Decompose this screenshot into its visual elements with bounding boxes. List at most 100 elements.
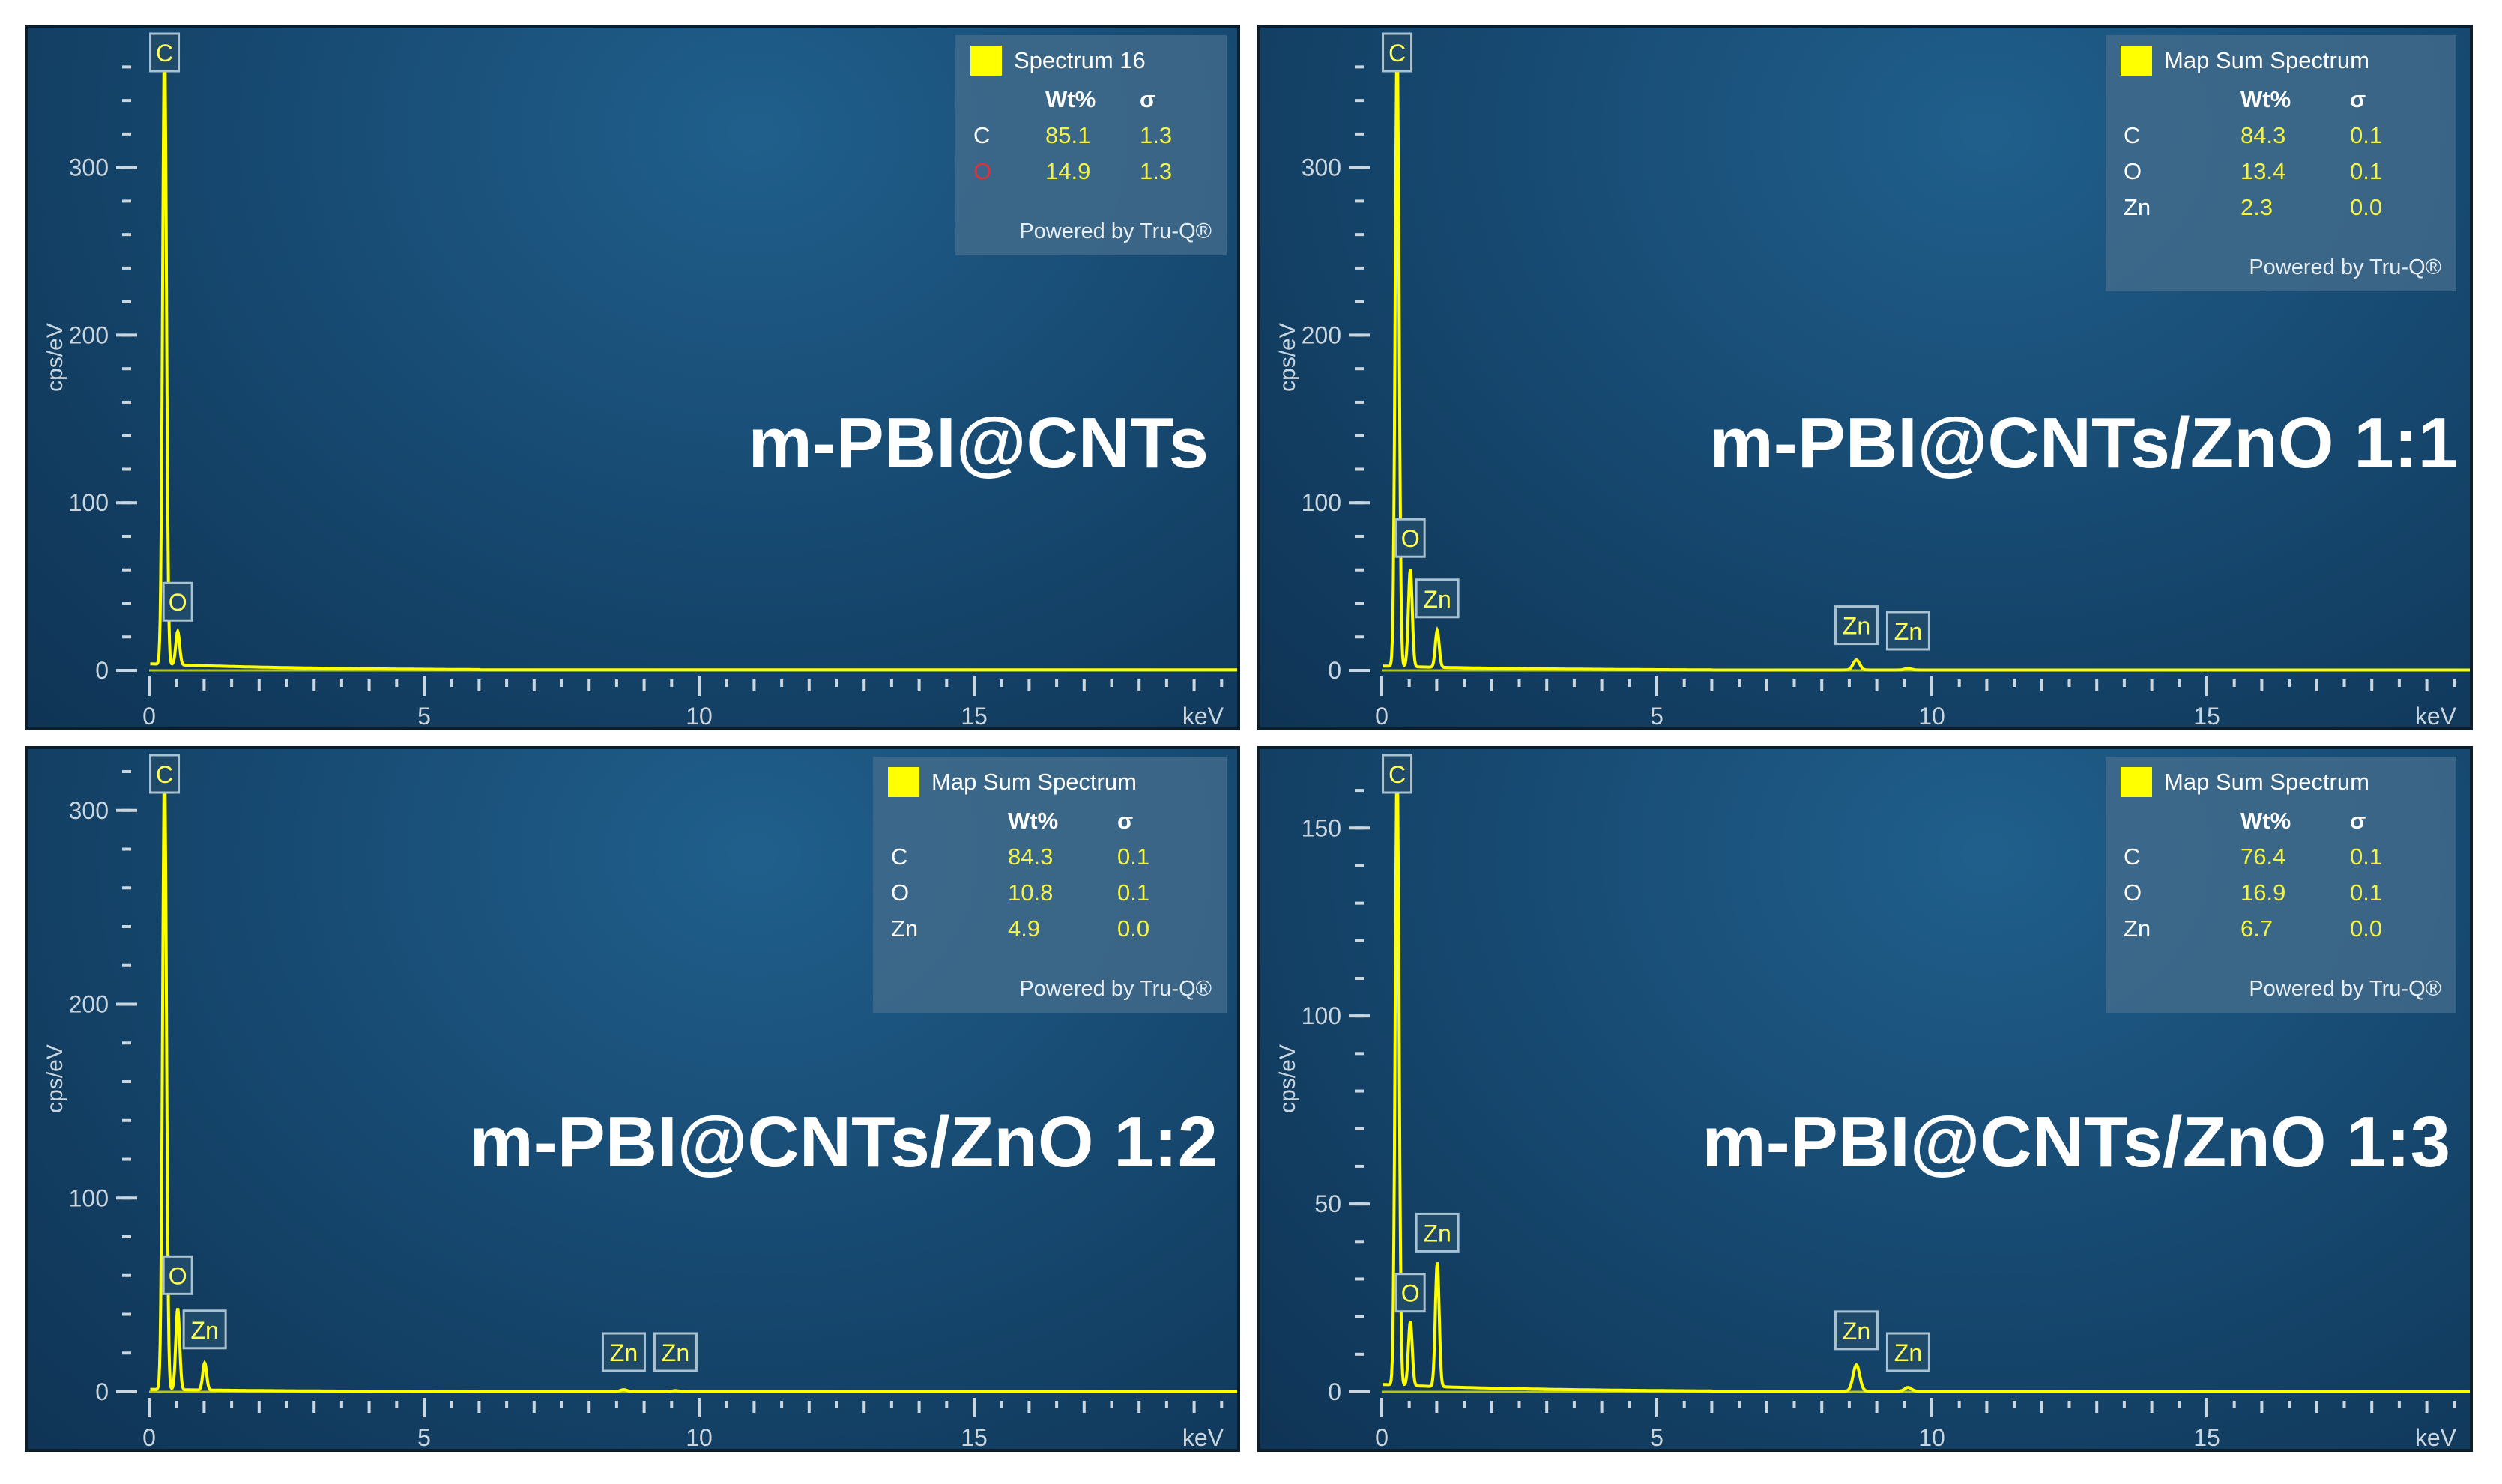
series-swatch (888, 767, 919, 797)
x-tick-label: 0 (1375, 1424, 1389, 1449)
wt-value: 13.4 (2240, 158, 2286, 184)
sigma-value: 1.3 (1140, 122, 1173, 148)
y-tick-label: 300 (69, 797, 109, 824)
x-tick-label: 15 (961, 703, 988, 727)
element-symbol: Zn (2124, 915, 2151, 942)
wt-value: 85.1 (1045, 122, 1091, 148)
y-tick-label: 300 (1302, 154, 1341, 181)
peak-label-o: O (1394, 518, 1426, 558)
svg-text:Zn: Zn (1423, 1220, 1451, 1247)
sigma-value: 0.0 (2350, 915, 2383, 942)
svg-text:C: C (1389, 40, 1406, 67)
sigma-header: σ (2350, 86, 2366, 112)
x-tick-label: 10 (686, 703, 713, 727)
sigma-value: 0.1 (1117, 844, 1150, 870)
peak-label-zn: Zn (1834, 1310, 1879, 1351)
element-symbol: O (2124, 158, 2142, 184)
peak-label-c: C (1382, 32, 1413, 73)
x-tick-label: 5 (1650, 703, 1664, 727)
svg-text:Zn: Zn (1843, 1318, 1870, 1345)
element-symbol: C (973, 122, 991, 148)
wt-value: 14.9 (1045, 158, 1091, 184)
x-tick-label: 5 (417, 1424, 431, 1449)
quant-legend: Spectrum 16 Wt% σ C 85.1 1.3 O 14.9 1.3 Powere… (955, 35, 1227, 255)
y-tick-label: 200 (69, 991, 109, 1018)
peak-label-o: O (162, 1255, 193, 1295)
powered-by: Powered by Tru-Q® (2249, 255, 2441, 279)
spectrum-panel-4: 0 50 100 150 cps/eV 0 5 10 15 keV C O Zn Zn Zn Map Sum… (1257, 746, 2473, 1452)
y-tick-label: 50 (1314, 1190, 1341, 1217)
y-axis-label: cps/eV (43, 323, 67, 392)
spectrum-panel-1: 0 100 200 300 cps/eV 0 5 10 15 keV C O Spectrum 16 … (25, 25, 1240, 730)
powered-by: Powered by Tru-Q® (2249, 977, 2441, 1001)
element-symbol: O (973, 158, 992, 184)
x-tick-label: 15 (2193, 1424, 2220, 1449)
wt-header: Wt% (1045, 86, 1096, 112)
wt-value: 10.8 (1008, 879, 1054, 906)
peak-label-zn: Zn (601, 1332, 646, 1372)
peak-label-zn: Zn (1885, 1332, 1930, 1372)
wt-value: 4.9 (1008, 915, 1041, 942)
y-axis-label: cps/eV (1275, 323, 1300, 392)
wt-value: 16.9 (2240, 879, 2286, 906)
peak-label-o: O (1394, 1273, 1426, 1313)
x-tick-label: 10 (686, 1424, 713, 1449)
quant-legend: Map Sum Spectrum Wt% σ C 84.3 0.1 O 13.4 0.1 Zn… (2106, 35, 2456, 291)
sample-title: m-PBI@CNTs (748, 403, 1209, 483)
x-tick-label: 0 (142, 703, 156, 727)
svg-text:O: O (169, 1262, 187, 1289)
spectrum-name: Spectrum 16 (1014, 47, 1146, 73)
sigma-header: σ (2350, 808, 2366, 834)
x-axis-label: keV (1182, 1424, 1224, 1449)
y-tick-label: 150 (1302, 814, 1341, 841)
wt-header: Wt% (2240, 86, 2291, 112)
sigma-value: 0.1 (2350, 844, 2383, 870)
x-axis-label: keV (1182, 703, 1224, 727)
peak-label-zn: Zn (182, 1309, 227, 1350)
series-swatch (2121, 46, 2152, 76)
y-axis-label: cps/eV (1275, 1044, 1300, 1113)
quant-legend: Map Sum Spectrum Wt% σ C 76.4 0.1 O 16.9 0.1 Zn… (2106, 757, 2456, 1013)
sigma-value: 0.1 (2350, 122, 2383, 148)
element-symbol: Zn (2124, 194, 2151, 220)
wt-header: Wt% (2240, 808, 2291, 834)
element-symbol: Zn (891, 915, 919, 942)
y-tick-label: 100 (1302, 489, 1341, 516)
peak-label-zn: Zn (1415, 1212, 1460, 1253)
y-tick-label: 100 (69, 489, 109, 516)
svg-text:O: O (1401, 1280, 1420, 1307)
sigma-value: 0.1 (2350, 158, 2383, 184)
element-symbol: O (2124, 879, 2142, 906)
spectrum-panel-2: 0 100 200 300 cps/eV 0 5 10 15 keV C O Zn Zn Zn Map Su… (1257, 25, 2473, 730)
svg-text:Zn: Zn (1894, 1339, 1922, 1366)
y-tick-label: 100 (1302, 1002, 1341, 1029)
x-tick-label: 5 (417, 703, 431, 727)
series-swatch (2121, 767, 2152, 797)
peak-label-c: C (149, 32, 181, 73)
wt-value: 2.3 (2240, 194, 2273, 220)
y-tick-label: 0 (95, 1378, 109, 1405)
sigma-value: 0.0 (2350, 194, 2383, 220)
svg-text:Zn: Zn (190, 1317, 218, 1344)
x-tick-label: 0 (1375, 703, 1389, 727)
svg-text:Zn: Zn (1843, 613, 1870, 640)
sample-title: m-PBI@CNTs/ZnO 1:1 (1709, 403, 2458, 483)
sigma-header: σ (1140, 86, 1156, 112)
peak-label-zn: Zn (1415, 578, 1460, 619)
y-tick-label: 0 (1328, 1378, 1341, 1405)
peak-label-c: C (149, 754, 181, 794)
x-axis-label: keV (2415, 703, 2457, 727)
x-tick-label: 5 (1650, 1424, 1664, 1449)
peak-label-c: C (1382, 754, 1413, 794)
x-tick-label: 10 (1918, 703, 1945, 727)
x-axis-label: keV (2415, 1424, 2457, 1449)
wt-value: 6.7 (2240, 915, 2273, 942)
svg-text:O: O (169, 589, 187, 616)
element-symbol: C (2124, 122, 2141, 148)
svg-text:O: O (1401, 525, 1420, 552)
quant-legend: Map Sum Spectrum Wt% σ C 84.3 0.1 O 10.8 0.1 Zn… (873, 757, 1227, 1013)
svg-text:C: C (156, 761, 173, 788)
